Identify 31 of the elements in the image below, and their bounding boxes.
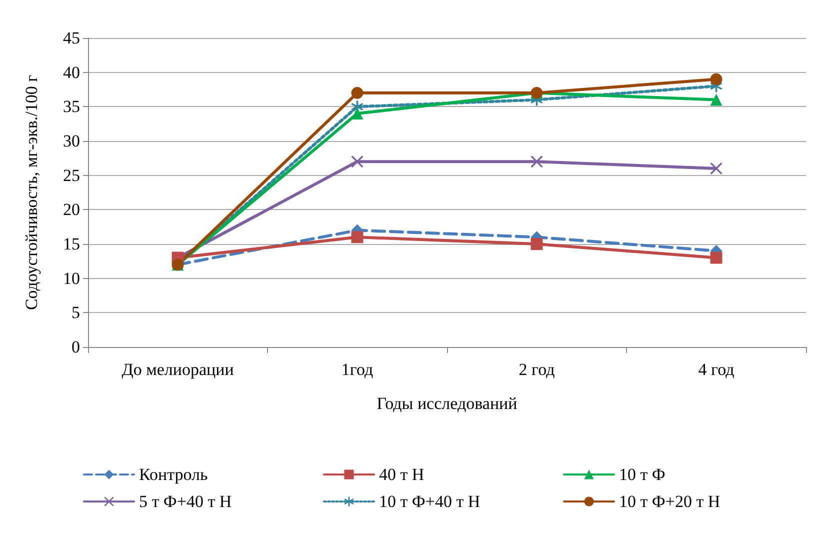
y-tick-label: 30 bbox=[63, 132, 80, 150]
x-tick-label: 2 год bbox=[518, 360, 556, 379]
legend-label: 10 т Ф bbox=[619, 465, 666, 484]
point bbox=[351, 156, 364, 168]
y-tick-label: 20 bbox=[63, 200, 80, 220]
point bbox=[351, 86, 364, 99]
point bbox=[530, 156, 543, 168]
point bbox=[530, 238, 543, 250]
y-axis-title: Содоустойчивость, мг-экв./100 г bbox=[22, 74, 41, 310]
point bbox=[351, 231, 364, 244]
point bbox=[710, 252, 722, 264]
y-tick-label: 0 bbox=[72, 338, 80, 356]
legend-label: 10 т Ф+40 т Н bbox=[379, 492, 480, 511]
y-tick-label: 40 bbox=[63, 62, 80, 82]
x-axis-title: Годы исследований bbox=[376, 394, 518, 413]
point bbox=[710, 73, 722, 86]
legend-label: 10 т Ф+20 т Н bbox=[619, 492, 720, 511]
point bbox=[351, 108, 364, 120]
y-tick-label: 5 bbox=[72, 303, 80, 322]
y-tick-label: 35 bbox=[63, 97, 80, 116]
y-tick-label: 10 bbox=[63, 268, 80, 288]
legend-label: 5 т Ф+40 т Н bbox=[139, 492, 232, 511]
point bbox=[710, 94, 722, 106]
y-tick-label: 45 bbox=[63, 28, 80, 48]
x-tick-label: До мелиорации bbox=[122, 360, 234, 379]
y-tick-label: 15 bbox=[63, 234, 80, 254]
x-tick-label: 4 год bbox=[698, 360, 735, 379]
x-tick-label: 1год bbox=[341, 360, 374, 379]
legend-label: Контроль bbox=[139, 465, 208, 484]
legend-label: 40 т Н bbox=[379, 465, 424, 484]
y-tick-label: 25 bbox=[63, 166, 80, 185]
